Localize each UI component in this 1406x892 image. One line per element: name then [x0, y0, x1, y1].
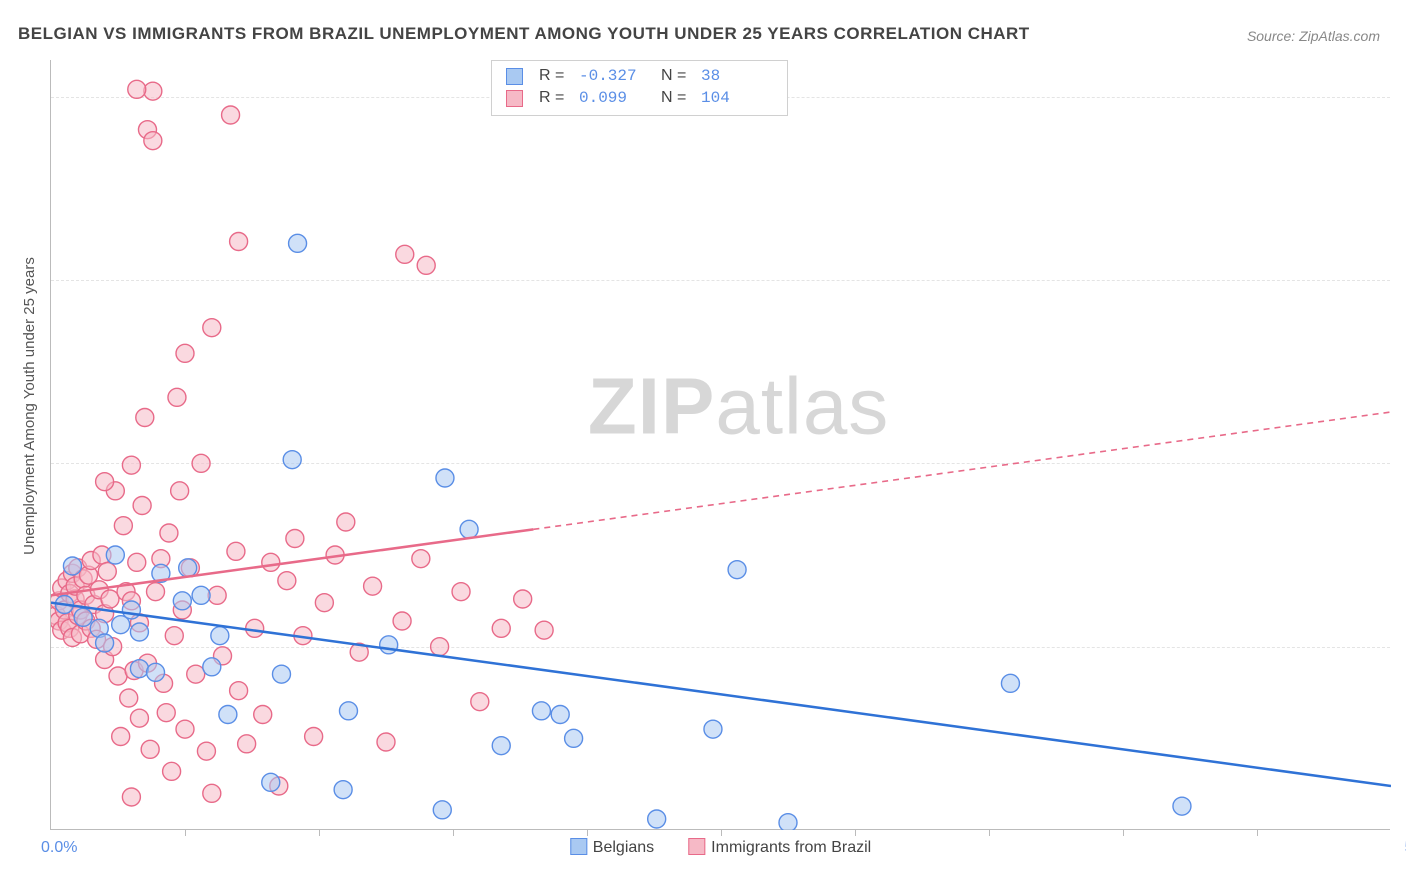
legend-row-belgians: R =-0.327 N =38	[506, 65, 773, 87]
swatch-icon	[688, 838, 705, 855]
x-axis-tick-start: 0.0%	[41, 839, 77, 857]
y-axis-label: Unemployment Among Youth under 25 years	[21, 257, 38, 555]
swatch-icon	[570, 838, 587, 855]
chart-container: BELGIAN VS IMMIGRANTS FROM BRAZIL UNEMPL…	[0, 0, 1406, 892]
chart-title: BELGIAN VS IMMIGRANTS FROM BRAZIL UNEMPL…	[18, 24, 1030, 44]
swatch-immigrants	[506, 90, 523, 107]
legend-item-belgians: Belgians	[570, 838, 654, 857]
correlation-legend: R =-0.327 N =38 R =0.099 N =104	[491, 60, 788, 116]
legend-bottom: Belgians Immigrants from Brazil	[570, 838, 871, 857]
source-credit: Source: ZipAtlas.com	[1247, 28, 1380, 44]
legend-row-immigrants: R =0.099 N =104	[506, 87, 773, 109]
swatch-belgians	[506, 68, 523, 85]
plot-area: Unemployment Among Youth under 25 years …	[50, 60, 1390, 830]
legend-item-immigrants: Immigrants from Brazil	[688, 838, 871, 857]
scatter-svg	[51, 60, 1391, 830]
